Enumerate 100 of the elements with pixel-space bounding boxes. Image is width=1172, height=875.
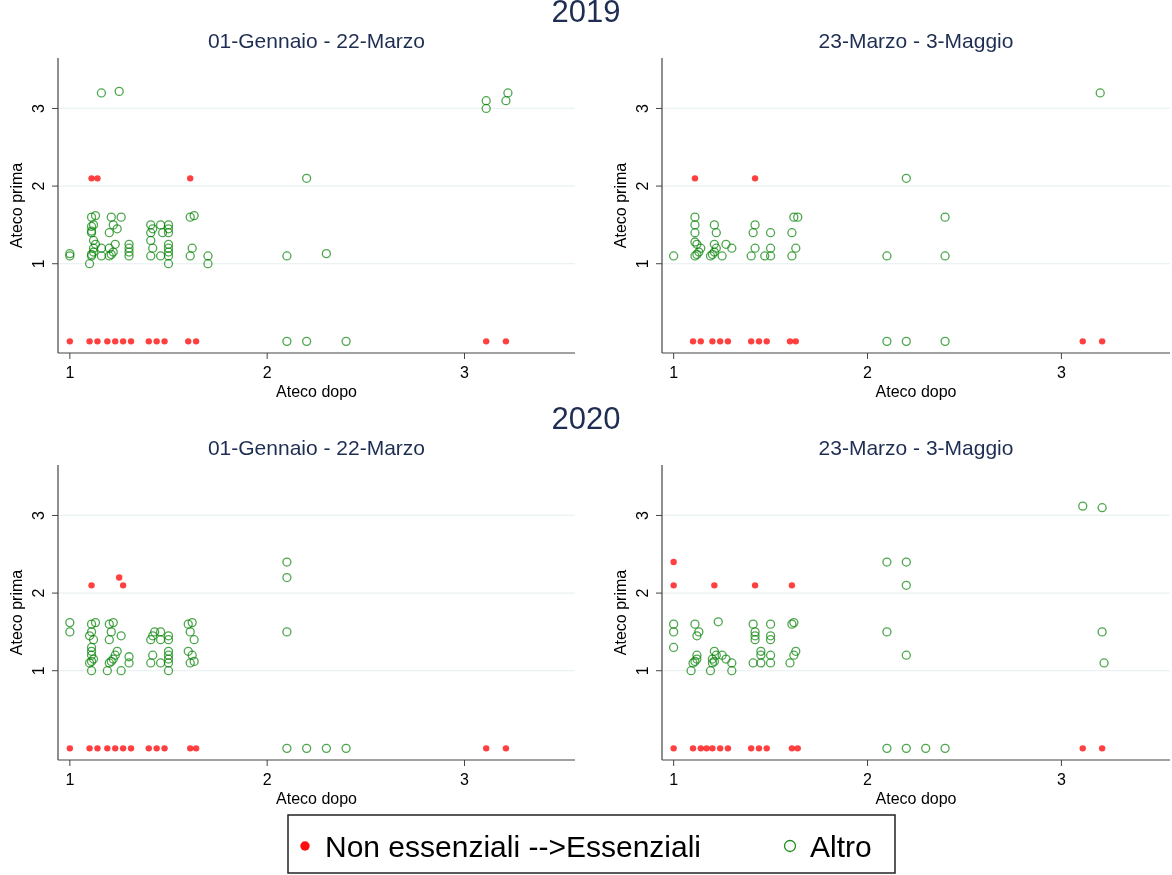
x-axis-title: Ateco dopo [875,790,957,807]
point [187,745,194,752]
point [341,743,351,754]
x-tick-label: 3 [1056,364,1066,381]
point [765,635,776,645]
point [145,745,152,752]
point [882,251,892,261]
point [148,631,158,641]
point [901,173,911,183]
point [727,658,737,668]
x-tick-label: 3 [460,771,470,788]
point [86,646,97,656]
point [321,743,332,754]
point [786,338,794,345]
point [901,650,911,660]
point [794,745,801,752]
point [697,338,704,345]
point [119,745,127,752]
point [901,557,911,567]
point [751,582,759,589]
point [747,745,755,752]
point [1098,338,1106,345]
y-tick-label: 2 [30,588,47,598]
point [748,228,758,238]
chart-title: 01-Gennaio - 22-Marzo [207,29,426,52]
point [882,557,892,567]
y-tick-label: 2 [634,588,651,598]
point [155,658,166,668]
point [65,627,75,637]
point [112,745,119,752]
point [763,338,770,345]
point [716,745,724,752]
point [185,627,195,637]
x-tick-label: 1 [669,771,679,788]
point [183,619,193,629]
point [703,745,710,752]
point [94,745,101,752]
point [727,666,737,676]
point [187,650,197,660]
point [940,336,950,347]
point [940,212,950,222]
point [686,666,696,676]
point [746,251,756,261]
text: 2020 [551,401,621,436]
point [724,338,732,345]
point [104,635,114,645]
point [724,745,732,752]
point [721,239,731,249]
point [717,251,727,261]
point [102,666,112,676]
point [765,243,776,253]
point [155,627,166,637]
point [163,646,174,656]
point [692,650,702,660]
point [791,646,801,656]
point [104,619,114,629]
x-tick-label: 1 [669,364,679,381]
point [691,175,699,182]
point [750,631,760,641]
point [185,658,195,668]
point [86,619,97,629]
x-tick-label: 3 [1056,771,1066,788]
y-tick-label: 1 [30,666,47,676]
point [765,228,776,238]
point [901,336,911,347]
y-tick-label: 3 [30,510,47,520]
point [690,220,700,230]
point [705,666,716,676]
y-axis-title: Ateco prima [612,162,629,249]
point [163,658,174,668]
point [765,619,776,629]
point [192,745,200,752]
y-tick-label: 1 [30,259,47,269]
point [161,745,168,752]
point [690,619,700,629]
chart-title: 23-Marzo - 3-Maggio [818,29,1014,52]
point [713,617,723,627]
point [116,666,126,676]
point [791,243,801,253]
point [670,745,677,752]
point [901,580,911,590]
point [689,338,697,345]
point [86,627,97,637]
text: 2019 [551,0,621,29]
point [282,743,292,754]
point [711,228,721,238]
y-axis-title: Ateco prima [612,569,629,656]
point [187,617,197,628]
y-tick-label: 2 [634,181,651,191]
point [696,243,706,253]
point [1097,627,1107,637]
x-tick-label: 2 [262,364,272,381]
point [793,212,803,222]
point [66,745,74,752]
point [709,338,716,345]
y-tick-label: 3 [634,103,651,113]
point [1097,503,1107,513]
y-axis-title: Ateco prima [8,569,25,656]
point [1095,88,1105,98]
x-tick-label: 2 [262,771,272,788]
